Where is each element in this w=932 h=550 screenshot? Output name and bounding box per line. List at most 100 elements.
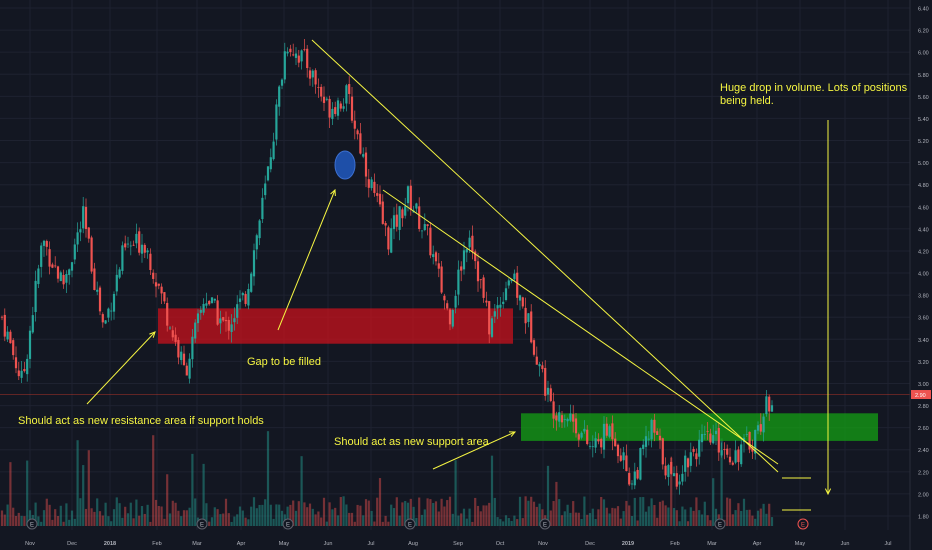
volume-bar	[608, 513, 611, 526]
volume-bar	[614, 508, 617, 526]
volume-bar	[409, 498, 412, 526]
candle-body	[252, 250, 256, 277]
candle-body	[275, 104, 278, 140]
candle-body	[370, 179, 373, 189]
candle-body	[720, 450, 723, 456]
volume-bars	[0, 431, 774, 526]
candle-body	[446, 303, 449, 309]
candle-body	[678, 481, 681, 485]
candle-body	[135, 233, 138, 244]
volume-annotation: Huge drop in volume. Lots of positions b…	[720, 82, 908, 107]
arrow-support	[432, 431, 516, 470]
volume-bar	[622, 511, 625, 526]
arrow-resistance-head	[149, 331, 156, 338]
candle-body	[625, 455, 628, 471]
volume-bar	[672, 508, 676, 526]
earnings-marker	[282, 518, 294, 530]
candle-body	[689, 452, 692, 466]
volume-bar	[468, 508, 471, 526]
volume-bar	[656, 517, 659, 526]
volume-bar	[6, 504, 9, 526]
candle-body	[488, 301, 491, 335]
candle-body	[404, 206, 407, 216]
volume-bar	[334, 507, 337, 526]
candle-body	[642, 444, 645, 449]
volume-bar	[516, 519, 519, 526]
volume-bar	[219, 514, 222, 526]
volume-bar	[647, 506, 650, 526]
volume-bar	[244, 517, 247, 526]
volume-bar	[348, 512, 351, 526]
candle-body	[272, 141, 275, 160]
candle-body	[331, 108, 334, 119]
candle-body	[180, 351, 183, 361]
candle-body	[712, 435, 715, 444]
volume-bar	[213, 507, 216, 526]
candle-body	[286, 51, 289, 54]
volume-bar	[378, 478, 382, 526]
volume-bar	[208, 521, 211, 526]
volume-bar	[115, 497, 118, 526]
volume-bar	[166, 474, 169, 526]
candle-body	[686, 458, 690, 468]
volume-bar	[532, 501, 536, 526]
candle-body	[770, 405, 774, 412]
volume-bar	[258, 504, 261, 526]
candle-body	[255, 235, 258, 250]
candle-body	[112, 293, 116, 312]
y-tick-label: 2.00	[918, 492, 929, 498]
candle-body	[93, 268, 96, 290]
volume-bar	[160, 506, 163, 526]
candle-body	[751, 447, 754, 452]
candle-body	[527, 313, 530, 322]
volume-bar	[359, 505, 362, 526]
candle-body	[541, 365, 544, 370]
candle-body	[608, 426, 611, 437]
candle-body	[367, 179, 370, 188]
arrow-gap-head	[330, 188, 336, 197]
candle-body	[454, 295, 457, 308]
volume-bar	[9, 462, 12, 526]
volume-bar	[437, 511, 440, 526]
candle-body	[140, 244, 144, 254]
x-tick-label: Feb	[152, 541, 161, 547]
candle-body	[465, 249, 468, 253]
candle-body	[647, 438, 650, 440]
volume-bar	[686, 521, 690, 526]
candle-body	[149, 253, 152, 270]
volume-bar	[367, 500, 370, 526]
volume-bar	[759, 508, 762, 526]
candle-body	[283, 51, 286, 80]
volume-bar	[457, 515, 460, 526]
candle-body	[342, 106, 345, 109]
candle-body	[544, 367, 547, 396]
candle-body	[325, 98, 328, 100]
volume-bar	[373, 521, 376, 526]
candle-body	[390, 228, 393, 253]
candle-body	[538, 364, 541, 367]
candle-body	[558, 412, 561, 422]
volume-bar	[224, 498, 228, 526]
candle-body	[292, 54, 295, 56]
volume-bar	[720, 438, 723, 526]
volume-bar	[311, 508, 314, 526]
volume-bar	[157, 505, 160, 526]
volume-bar	[527, 500, 530, 526]
candle-body	[87, 227, 90, 239]
candle-body	[580, 432, 583, 438]
volume-bar	[563, 511, 566, 526]
volume-bar	[670, 457, 673, 526]
candle-body	[566, 418, 569, 422]
volume-bar	[499, 519, 502, 526]
volume-bar	[404, 500, 407, 526]
x-tick-label: Nov	[538, 541, 548, 547]
volume-bar	[261, 504, 264, 526]
earnings-marker	[26, 518, 38, 530]
x-tick-label: 2018	[104, 541, 116, 547]
volume-bar	[126, 513, 130, 526]
volume-bar	[496, 517, 499, 526]
candle-body	[152, 272, 155, 279]
volume-bar	[152, 435, 155, 526]
volume-bar	[594, 518, 597, 526]
